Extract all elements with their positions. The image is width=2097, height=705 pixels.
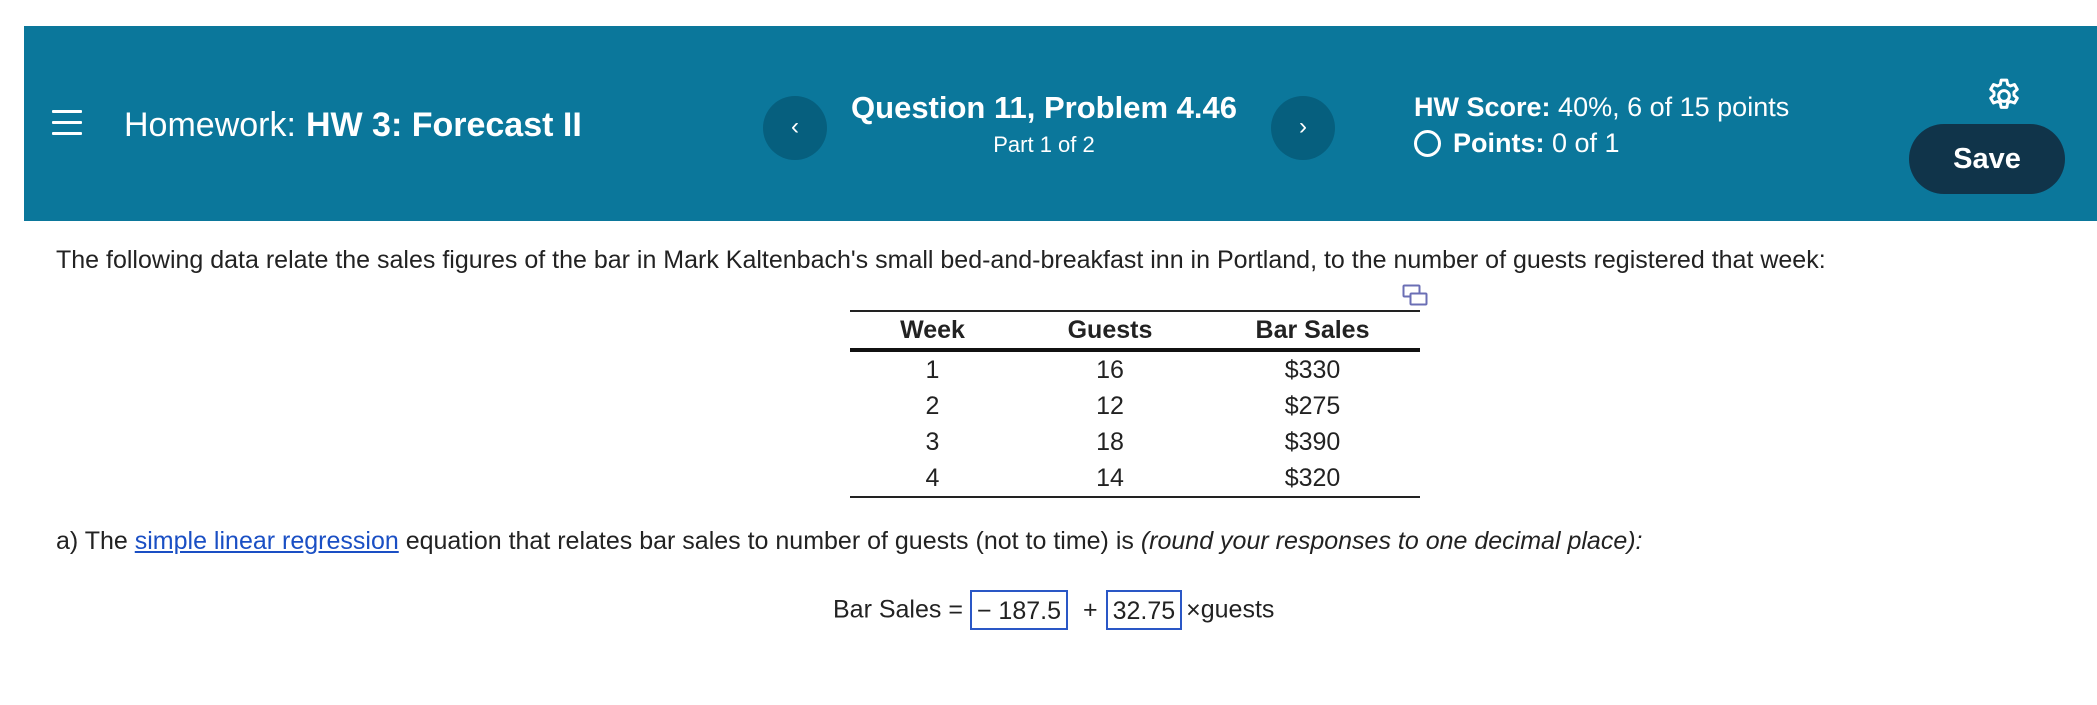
- table-row: 1 16 $330: [850, 350, 1420, 388]
- homework-title: Homework: HW 3: Forecast II: [124, 106, 582, 145]
- hamburger-menu-icon[interactable]: [52, 110, 82, 136]
- guests-cell: 18: [1096, 428, 1124, 456]
- chevron-left-icon: ‹: [791, 113, 799, 140]
- homework-prefix: Homework:: [124, 106, 296, 144]
- chevron-right-icon: ›: [1299, 113, 1307, 140]
- question-a-middle: equation that relates bar sales to numbe…: [398, 527, 1141, 555]
- question-title: Question 11, Problem 4.46: [851, 90, 1237, 125]
- unanswered-circle-icon: [1414, 130, 1441, 157]
- hw-score-label: HW Score:: [1414, 92, 1551, 122]
- save-button[interactable]: Save: [1909, 124, 2065, 194]
- plus-sign: +: [1082, 595, 1098, 624]
- column-header-guests: Guests: [1015, 310, 1205, 352]
- guests-cell: 16: [1096, 356, 1124, 384]
- popout-table-icon[interactable]: [1402, 284, 1428, 306]
- intercept-answer-field[interactable]: − 187.5: [969, 590, 1068, 630]
- guests-cell: 12: [1096, 392, 1124, 420]
- table-row: 2 12 $275: [850, 388, 1420, 424]
- slope-answer-field[interactable]: 32.75: [1105, 590, 1183, 630]
- question-a-text: a) The simple linear regression equation…: [56, 527, 1643, 556]
- points-label: Points:: [1453, 128, 1545, 158]
- week-cell: 2: [925, 392, 940, 420]
- hw-score: HW Score: 40%, 6 of 15 points: [1414, 92, 1789, 123]
- bar-sales-cell: $320: [1205, 460, 1420, 498]
- rounding-instruction: (round your responses to one decimal pla…: [1140, 527, 1643, 555]
- hw-score-value: 40%, 6 of 15 points: [1558, 92, 1790, 122]
- regression-equation: Bar Sales = − 187.5 +32.75 ×guests: [833, 590, 1274, 630]
- times-sign: ×: [1186, 595, 1201, 624]
- sales-data-table: Week Guests Bar Sales 1 16 $330 2 12 $27…: [850, 310, 1420, 498]
- week-cell: 3: [925, 428, 940, 456]
- table-row: 3 18 $390: [850, 424, 1420, 460]
- next-question-button[interactable]: ›: [1271, 96, 1335, 160]
- column-header-bar-sales: Bar Sales: [1205, 310, 1420, 352]
- table-row: 4 14 $320: [850, 460, 1420, 498]
- bar-sales-cell: $330: [1284, 356, 1341, 384]
- points-value: 0 of 1: [1552, 128, 1620, 158]
- week-cell: 4: [850, 460, 1015, 498]
- gear-icon[interactable]: [1984, 76, 2024, 116]
- question-part: Part 1 of 2: [993, 132, 1095, 157]
- top-header-bar: Homework: HW 3: Forecast II ‹ Question 11…: [24, 26, 2097, 221]
- equation-variable: guests: [1200, 595, 1275, 624]
- question-a-prefix: a) The: [56, 527, 135, 555]
- table-header-row: Week Guests Bar Sales: [850, 310, 1420, 352]
- bar-sales-cell: $275: [1284, 392, 1341, 420]
- equation-lhs: Bar Sales =: [833, 595, 963, 624]
- guests-cell: 14: [1015, 460, 1205, 498]
- problem-intro: The following data relate the sales figu…: [56, 246, 1826, 274]
- simple-linear-regression-link[interactable]: simple linear regression: [134, 527, 399, 555]
- week-cell: 1: [925, 356, 940, 384]
- bar-sales-cell: $390: [1284, 428, 1341, 456]
- homework-name: HW 3: Forecast II: [305, 106, 582, 144]
- column-header-week: Week: [850, 310, 1015, 352]
- previous-question-button[interactable]: ‹: [763, 96, 827, 160]
- points-status: Points: 0 of 1: [1414, 128, 1620, 159]
